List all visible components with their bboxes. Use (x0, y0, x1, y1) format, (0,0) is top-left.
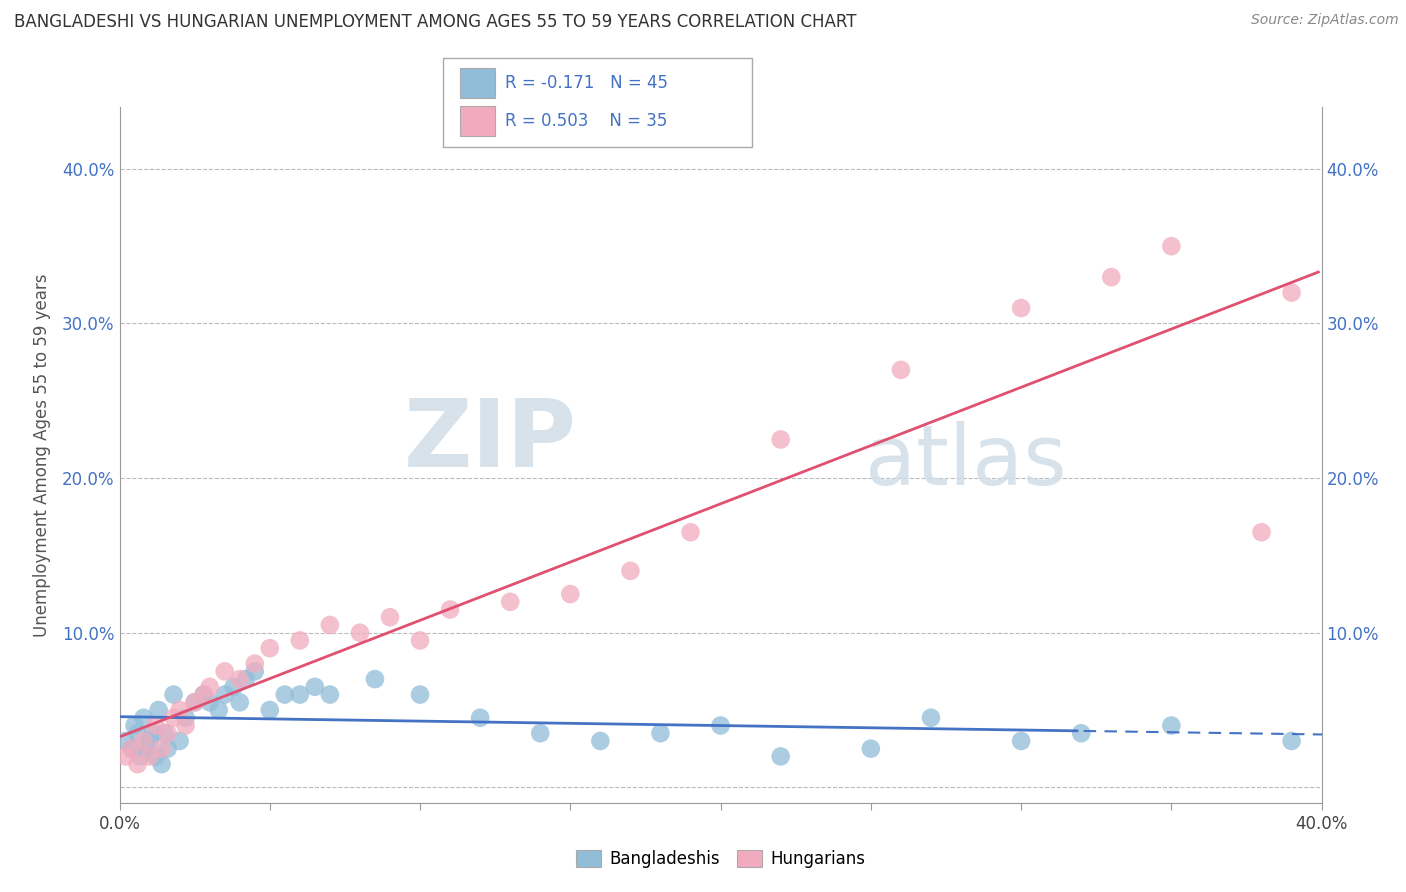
Point (228, 672, 252, 686)
Point (1160, 718, 1182, 732)
Text: BANGLADESHI VS HUNGARIAN UNEMPLOYMENT AMONG AGES 55 TO 59 YEARS CORRELATION CHAR: BANGLADESHI VS HUNGARIAN UNEMPLOYMENT AM… (14, 13, 856, 31)
Point (1281, 734, 1303, 748)
Point (127, 757, 149, 772)
Point (619, 564, 641, 578)
Point (349, 625, 371, 640)
Point (1010, 734, 1032, 748)
Point (162, 688, 184, 702)
Point (169, 734, 191, 748)
Point (198, 695, 221, 709)
Point (468, 711, 492, 725)
Point (127, 726, 149, 740)
Point (1160, 239, 1182, 253)
Point (153, 726, 176, 740)
Point (1010, 301, 1032, 315)
Point (222, 680, 245, 694)
Point (409, 688, 432, 702)
Point (162, 711, 184, 725)
Point (1281, 285, 1303, 300)
Point (156, 726, 179, 740)
Point (409, 633, 432, 648)
Point (769, 749, 792, 764)
Point (174, 711, 197, 725)
Point (145, 749, 167, 764)
Point (129, 749, 152, 764)
Point (679, 525, 702, 540)
Point (920, 711, 942, 725)
Point (288, 633, 311, 648)
Point (121, 741, 143, 756)
Point (529, 726, 551, 740)
Point (364, 672, 387, 686)
Point (228, 695, 252, 709)
Point (243, 665, 266, 679)
Point (499, 595, 522, 609)
Point (114, 749, 136, 764)
Text: R = 0.503    N = 35: R = 0.503 N = 35 (505, 112, 666, 130)
Point (198, 680, 221, 694)
Legend: Bangladeshis, Hungarians: Bangladeshis, Hungarians (569, 843, 872, 874)
Point (138, 749, 160, 764)
Point (235, 672, 257, 686)
Point (890, 363, 912, 377)
Point (132, 734, 155, 748)
Point (214, 688, 236, 702)
Point (148, 703, 170, 717)
Point (560, 587, 582, 601)
Point (132, 711, 155, 725)
Text: Source: ZipAtlas.com: Source: ZipAtlas.com (1251, 13, 1399, 28)
Point (288, 688, 311, 702)
Point (769, 433, 792, 447)
Point (138, 734, 160, 748)
Point (174, 718, 197, 732)
Point (193, 688, 215, 702)
Point (650, 726, 672, 740)
Point (124, 718, 146, 732)
Point (150, 757, 173, 772)
Point (169, 703, 191, 717)
Point (114, 734, 136, 748)
Point (589, 734, 612, 748)
Point (274, 688, 297, 702)
Point (319, 618, 342, 632)
Point (183, 695, 205, 709)
Text: ZIP: ZIP (404, 395, 576, 487)
Point (150, 741, 173, 756)
Point (193, 688, 215, 702)
Point (1070, 726, 1092, 740)
Point (183, 695, 205, 709)
Point (439, 602, 461, 616)
Point (156, 741, 179, 756)
Point (378, 610, 401, 624)
Point (859, 741, 882, 756)
Point (1099, 270, 1122, 285)
Point (709, 718, 731, 732)
Point (243, 657, 266, 671)
Point (145, 718, 167, 732)
Y-axis label: Unemployment Among Ages 55 to 59 years: Unemployment Among Ages 55 to 59 years (32, 273, 51, 637)
Point (1250, 525, 1272, 540)
Point (121, 741, 143, 756)
Text: R = -0.171   N = 45: R = -0.171 N = 45 (505, 74, 668, 92)
Point (135, 741, 157, 756)
Text: atlas: atlas (865, 421, 1067, 502)
Point (142, 726, 165, 740)
Point (319, 688, 342, 702)
Point (259, 641, 281, 656)
Point (208, 703, 231, 717)
Point (214, 665, 236, 679)
Point (304, 680, 326, 694)
Point (259, 703, 281, 717)
